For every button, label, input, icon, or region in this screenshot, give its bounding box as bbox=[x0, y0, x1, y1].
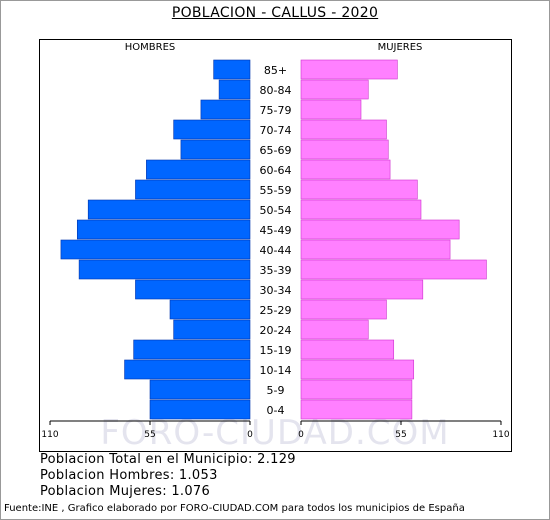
source-credit: Fuente:INE , Grafico elaborado por FORO-… bbox=[4, 503, 465, 514]
female-bar-40-44 bbox=[300, 239, 451, 260]
age-label: 50-54 bbox=[260, 204, 292, 217]
age-label: 35-39 bbox=[260, 264, 292, 277]
male-bar-80-84 bbox=[218, 79, 251, 100]
female-bar-60-64 bbox=[300, 159, 391, 180]
left-tick-label: 55 bbox=[144, 430, 155, 440]
age-label: 70-74 bbox=[260, 124, 292, 137]
female-bar-45-49 bbox=[300, 219, 460, 240]
left-tick-label: 0 bbox=[247, 430, 253, 440]
female-bar-75-79 bbox=[300, 99, 362, 120]
age-label: 40-44 bbox=[260, 244, 292, 257]
female-bar-0-4 bbox=[300, 399, 413, 420]
female-bar-20-24 bbox=[300, 319, 369, 340]
watermark: FORO-CIUDAD.COM bbox=[100, 413, 450, 453]
male-bar-35-39 bbox=[78, 259, 251, 280]
male-bar-20-24 bbox=[173, 319, 251, 340]
age-label: 45-49 bbox=[260, 224, 292, 237]
age-label: 60-64 bbox=[260, 164, 292, 177]
right-tick-label: 0 bbox=[298, 430, 304, 440]
male-bar-50-54 bbox=[87, 199, 251, 220]
female-bar-80-84 bbox=[300, 79, 369, 100]
male-bar-75-79 bbox=[200, 99, 251, 120]
male-bar-0-4 bbox=[149, 399, 251, 420]
right-tick-label: 55 bbox=[395, 430, 406, 440]
female-bar-5-9 bbox=[300, 379, 413, 400]
male-bar-60-64 bbox=[146, 159, 251, 180]
female-bar-15-19 bbox=[300, 339, 395, 360]
male-bar-45-49 bbox=[76, 219, 251, 240]
male-bar-5-9 bbox=[149, 379, 251, 400]
male-bar-15-19 bbox=[133, 339, 251, 360]
age-label: 10-14 bbox=[260, 364, 292, 377]
female-bar-50-54 bbox=[300, 199, 422, 220]
female-bar-85+ bbox=[300, 59, 398, 80]
male-bar-70-74 bbox=[173, 119, 251, 140]
chart-title: POBLACION - CALLUS - 2020 bbox=[171, 5, 379, 21]
female-population: Poblacion Mujeres: 1.076 bbox=[40, 484, 211, 499]
age-label: 80-84 bbox=[260, 84, 292, 97]
age-label: 15-19 bbox=[260, 344, 292, 357]
male-bar-85+ bbox=[213, 59, 251, 80]
female-bar-65-69 bbox=[300, 139, 389, 160]
male-bar-25-29 bbox=[169, 299, 251, 320]
age-label: 0-4 bbox=[267, 404, 285, 417]
male-bar-55-59 bbox=[135, 179, 251, 200]
female-bar-70-74 bbox=[300, 119, 387, 140]
total-population: Poblacion Total en el Municipio: 2.129 bbox=[40, 452, 296, 467]
male-bar-40-44 bbox=[60, 239, 251, 260]
left-tick-label: 110 bbox=[41, 430, 58, 440]
female-bar-35-39 bbox=[300, 259, 487, 280]
age-label: 30-34 bbox=[260, 284, 292, 297]
hombres-label: HOMBRES bbox=[124, 42, 176, 53]
age-label: 85+ bbox=[264, 64, 287, 77]
age-label: 20-24 bbox=[260, 324, 292, 337]
female-bar-25-29 bbox=[300, 299, 387, 320]
male-bar-10-14 bbox=[124, 359, 251, 380]
female-bar-30-34 bbox=[300, 279, 424, 300]
age-label: 25-29 bbox=[260, 304, 292, 317]
male-bar-30-34 bbox=[135, 279, 251, 300]
age-label: 55-59 bbox=[260, 184, 292, 197]
female-bar-55-59 bbox=[300, 179, 418, 200]
male-bar-65-69 bbox=[180, 139, 251, 160]
right-tick-label: 110 bbox=[492, 430, 509, 440]
female-bar-10-14 bbox=[300, 359, 415, 380]
male-population: Poblacion Hombres: 1.053 bbox=[40, 468, 218, 483]
age-label: 5-9 bbox=[267, 384, 285, 397]
age-label: 65-69 bbox=[260, 144, 292, 157]
mujeres-label: MUJERES bbox=[377, 42, 423, 53]
age-label: 75-79 bbox=[260, 104, 292, 117]
